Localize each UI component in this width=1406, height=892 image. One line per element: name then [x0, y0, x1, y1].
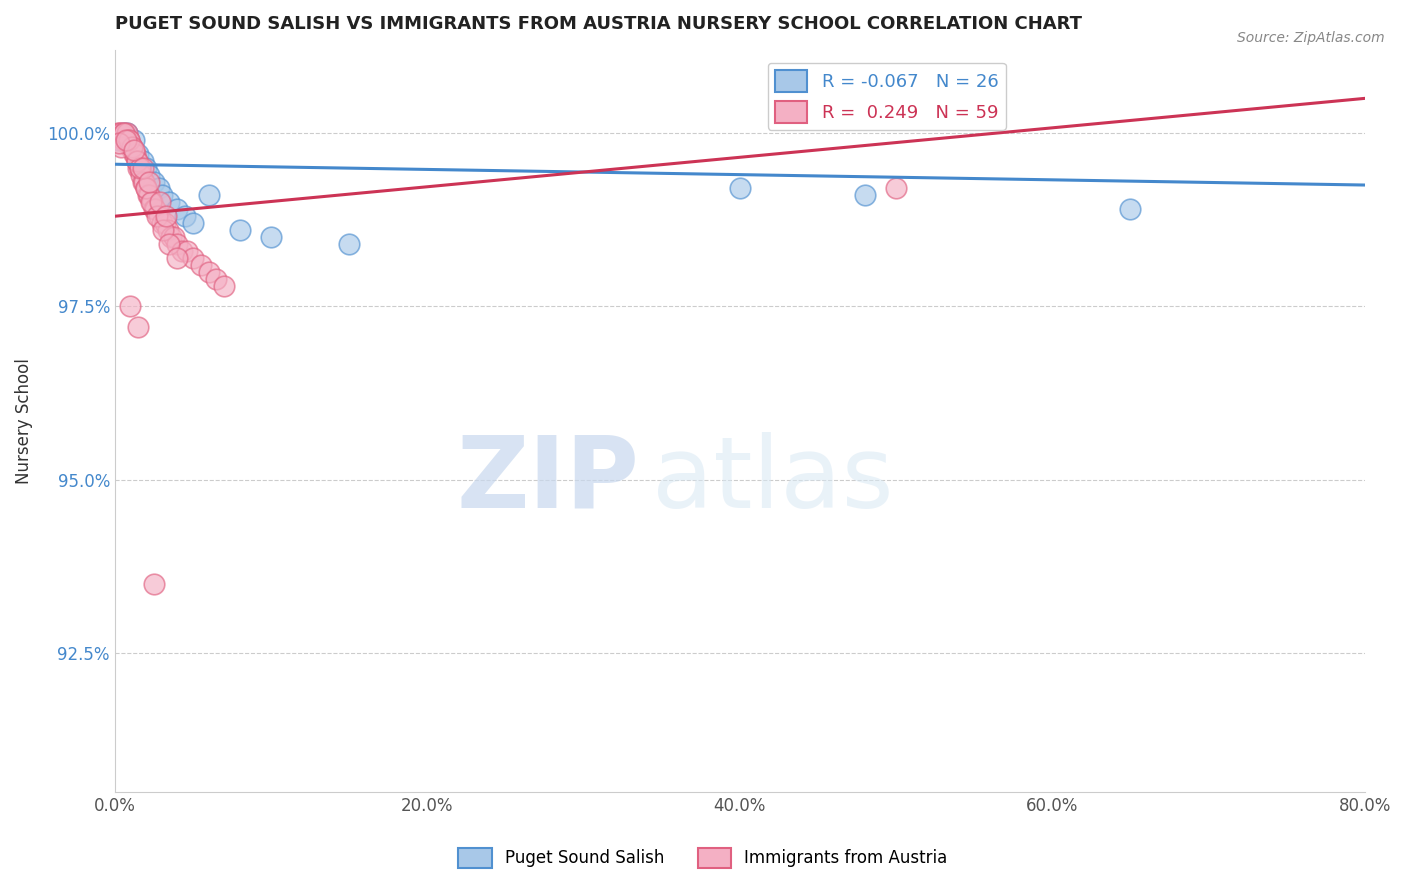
- Point: [135, 181, 157, 195]
- Point: [141, 195, 163, 210]
- Point: [159, 195, 181, 210]
- Point: [117, 126, 139, 140]
- Point: [128, 161, 150, 175]
- Point: [121, 140, 143, 154]
- Point: [125, 153, 148, 168]
- Point: [853, 188, 876, 202]
- Point: [170, 244, 193, 258]
- Point: [122, 133, 145, 147]
- Point: [884, 181, 907, 195]
- Point: [145, 202, 167, 217]
- Point: [111, 126, 134, 140]
- Point: [190, 258, 212, 272]
- Legend: Puget Sound Salish, Immigrants from Austria: Puget Sound Salish, Immigrants from Aust…: [451, 841, 955, 875]
- Point: [111, 133, 134, 147]
- Point: [142, 576, 165, 591]
- Point: [148, 209, 170, 223]
- Legend: R = -0.067   N = 26, R =  0.249   N = 59: R = -0.067 N = 26, R = 0.249 N = 59: [768, 62, 1005, 130]
- Point: [120, 140, 142, 154]
- Point: [166, 251, 188, 265]
- Text: ZIP: ZIP: [457, 432, 640, 529]
- Text: Source: ZipAtlas.com: Source: ZipAtlas.com: [1237, 31, 1385, 45]
- Point: [728, 181, 751, 195]
- Point: [174, 209, 197, 223]
- Point: [138, 168, 160, 182]
- Point: [132, 153, 155, 168]
- Point: [229, 223, 252, 237]
- Point: [156, 223, 179, 237]
- Point: [127, 161, 149, 175]
- Point: [176, 244, 198, 258]
- Point: [114, 133, 136, 147]
- Point: [114, 133, 136, 147]
- Point: [163, 230, 186, 244]
- Point: [120, 299, 142, 313]
- Point: [117, 126, 139, 140]
- Point: [112, 126, 135, 140]
- Point: [146, 209, 169, 223]
- Point: [121, 140, 143, 154]
- Point: [160, 230, 183, 244]
- Point: [131, 168, 153, 182]
- Point: [153, 216, 176, 230]
- Point: [110, 126, 132, 140]
- Point: [108, 136, 131, 151]
- Point: [155, 209, 177, 223]
- Point: [197, 188, 219, 202]
- Point: [150, 216, 173, 230]
- Point: [166, 237, 188, 252]
- Point: [205, 271, 228, 285]
- Point: [152, 223, 174, 237]
- Point: [260, 230, 283, 244]
- Point: [122, 146, 145, 161]
- Point: [159, 237, 181, 252]
- Point: [138, 175, 160, 189]
- Point: [149, 195, 172, 210]
- Point: [108, 126, 131, 140]
- Point: [112, 126, 135, 140]
- Y-axis label: Nursery School: Nursery School: [15, 358, 32, 483]
- Point: [150, 188, 173, 202]
- Point: [132, 161, 155, 175]
- Point: [128, 161, 150, 175]
- Point: [110, 140, 132, 154]
- Point: [181, 251, 204, 265]
- Point: [337, 237, 360, 252]
- Point: [148, 181, 170, 195]
- Point: [132, 175, 155, 189]
- Point: [125, 153, 148, 168]
- Text: PUGET SOUND SALISH VS IMMIGRANTS FROM AUSTRIA NURSERY SCHOOL CORRELATION CHART: PUGET SOUND SALISH VS IMMIGRANTS FROM AU…: [115, 15, 1081, 33]
- Point: [142, 202, 165, 217]
- Point: [139, 195, 162, 210]
- Point: [142, 175, 165, 189]
- Point: [127, 320, 149, 334]
- Point: [212, 278, 235, 293]
- Point: [134, 175, 156, 189]
- Point: [138, 188, 160, 202]
- Point: [107, 126, 129, 140]
- Point: [118, 133, 141, 147]
- Point: [108, 133, 131, 147]
- Point: [197, 265, 219, 279]
- Point: [1119, 202, 1142, 217]
- Point: [124, 146, 146, 161]
- Text: atlas: atlas: [652, 432, 894, 529]
- Point: [135, 161, 157, 175]
- Point: [118, 133, 141, 147]
- Point: [181, 216, 204, 230]
- Point: [120, 136, 142, 151]
- Point: [127, 146, 149, 161]
- Point: [122, 144, 145, 158]
- Point: [135, 181, 157, 195]
- Point: [136, 188, 159, 202]
- Point: [166, 202, 188, 217]
